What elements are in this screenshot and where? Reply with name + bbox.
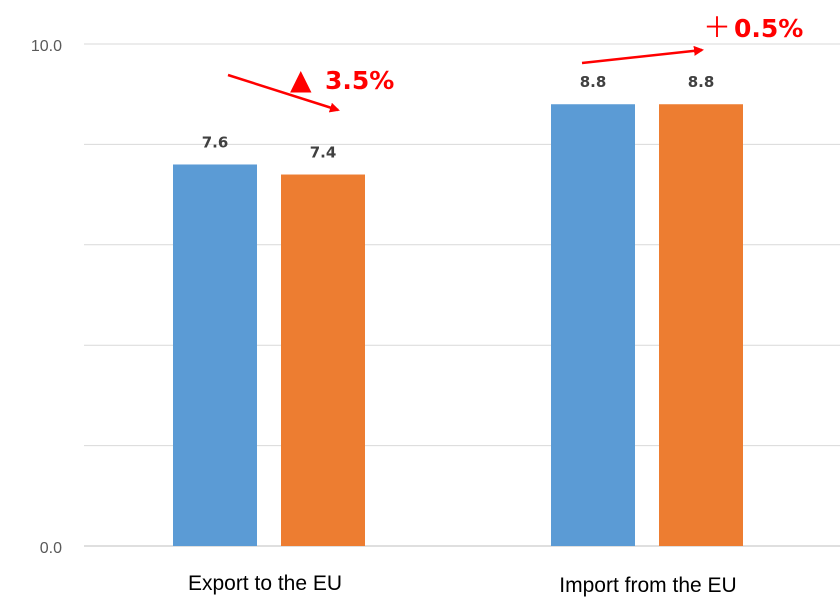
bar-series2-cat1 bbox=[281, 174, 365, 546]
bar-series2-cat2 bbox=[659, 104, 743, 547]
export-change-triangle-icon: ▲ bbox=[290, 63, 312, 96]
data-label-series2-cat2: 8.8 bbox=[688, 73, 715, 91]
data-label-series1-cat2: 8.8 bbox=[580, 73, 607, 91]
category-label-export: Export to the EU bbox=[188, 572, 342, 595]
export-change-label: 3.5% bbox=[325, 66, 394, 95]
data-label-series2-cat1: 7.4 bbox=[310, 144, 337, 162]
import-change-arrow bbox=[581, 45, 704, 65]
data-label-series1-cat1: 7.6 bbox=[202, 133, 229, 151]
bar-series1-cat1 bbox=[173, 164, 257, 547]
y-tick-label-top: 10.0 bbox=[31, 38, 62, 55]
import-change-label: 0.5% bbox=[734, 14, 803, 43]
bar-series1-cat2 bbox=[551, 104, 635, 547]
bars-group: 7.6 7.4 8.8 8.8 bbox=[173, 73, 743, 547]
category-label-import: Import from the EU bbox=[559, 574, 736, 597]
y-tick-label-bottom: 0.0 bbox=[40, 540, 62, 557]
export-change-arrow bbox=[227, 73, 340, 113]
import-change-plus-icon: ＋ bbox=[703, 11, 731, 44]
